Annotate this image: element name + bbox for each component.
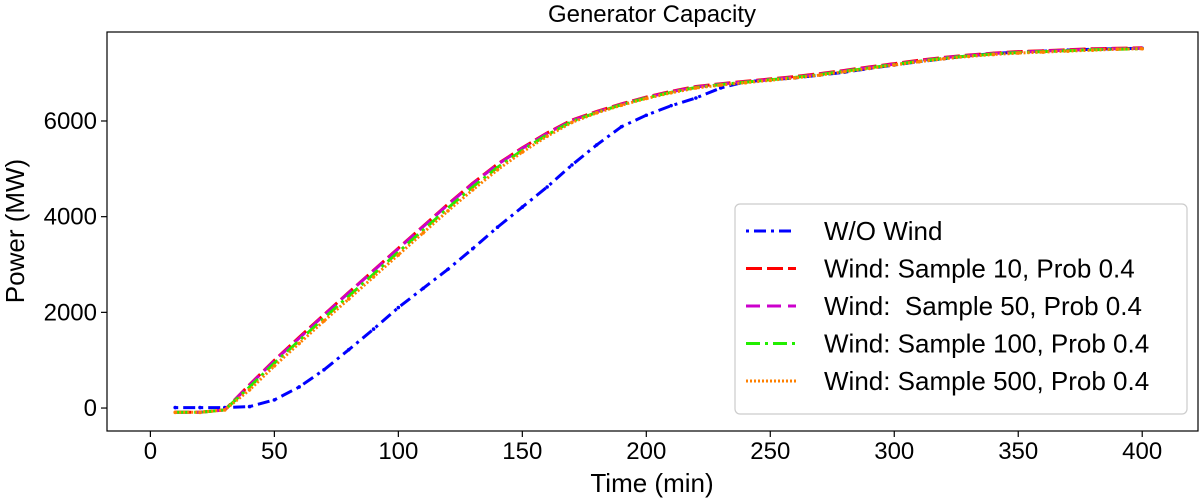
y-tick-label: 2000 [44,299,97,326]
data-point [694,96,698,100]
data-point [346,297,351,301]
x-tick-label: 350 [998,438,1038,465]
data-point [594,143,599,147]
data-point [247,404,252,409]
data-point [644,113,649,118]
data-point [470,246,475,251]
data-point [421,231,425,235]
data-point [619,103,624,107]
x-tick-label: 300 [874,438,914,465]
y-axis-label: Power (MW) [0,159,30,303]
data-point [495,225,500,229]
x-tick-label: 0 [144,438,157,465]
data-point [818,73,822,77]
data-point [669,90,673,95]
series-layer [173,46,1145,415]
x-tick-label: 400 [1122,438,1162,465]
legend-label: Wind: Sample 50, Prob 0.4 [824,291,1142,321]
data-point [396,253,401,257]
data-point [173,405,177,410]
data-point [570,163,574,167]
data-point [570,120,574,125]
data-point [892,63,897,67]
data-point [297,341,301,346]
data-point [743,80,748,85]
data-point [421,286,425,291]
legend-label: Wind: Sample 10, Prob 0.4 [824,254,1135,284]
data-point [371,275,376,279]
x-tick-label: 100 [378,438,418,465]
data-point [272,398,277,402]
data-point [594,111,599,115]
x-tick-label: 200 [626,438,666,465]
x-tick-label: 50 [261,438,288,465]
y-tick-label: 4000 [44,204,97,231]
data-point [396,305,401,310]
data-point [793,76,797,80]
data-point [718,83,723,87]
y-axis-ticks: 0 2000 4000 6000 [44,108,107,422]
legend-label: W/O Wind [824,216,942,246]
data-point [346,347,351,352]
data-point [1115,47,1120,52]
data-point [917,59,921,64]
data-point [247,388,252,392]
data-point [545,134,549,139]
data-point [842,69,847,74]
plot-frame [106,31,1199,432]
chart-title: Generator Capacity [548,1,756,28]
data-point [297,385,301,389]
data-point [694,86,698,90]
data-point [1066,49,1070,53]
data-point [198,410,202,415]
data-point [322,367,326,372]
y-tick-label: 6000 [44,108,97,135]
data-point [669,103,673,108]
x-axis-ticks: 0 50 100 150 200 250 300 350 400 [144,431,1162,465]
data-point [966,54,971,59]
data-point [520,150,525,154]
data-point [619,124,624,129]
data-point [371,327,376,331]
data-point [1041,50,1045,54]
data-point [520,205,525,209]
data-point [1090,48,1095,52]
data-point [173,410,177,415]
x-axis-label: Time (min) [590,468,713,498]
legend-label: Wind: Sample 100, Prob 0.4 [824,329,1149,359]
x-tick-label: 250 [750,438,790,465]
data-point [198,405,202,410]
data-point [867,66,872,71]
legend: W/O Wind Wind: Sample 10, Prob 0.4 Wind: S… [734,203,1188,415]
y-tick-label: 0 [84,395,97,422]
data-point [272,364,277,368]
data-point [446,267,450,272]
data-point [644,96,649,101]
data-point [1016,51,1021,55]
series-line-5 [175,47,1143,414]
data-point [545,185,549,189]
data-point [991,52,996,57]
data-point [1140,46,1145,51]
data-point [446,209,450,213]
data-point [222,408,227,412]
data-point [942,56,946,61]
data-point [470,188,475,192]
data-point [322,319,326,323]
data-point [718,86,723,90]
data-point [495,167,500,172]
x-tick-label: 150 [502,438,542,465]
data-point [768,78,773,83]
legend-label: Wind: Sample 500, Prob 0.4 [824,366,1149,396]
legend-frame [734,203,1188,415]
